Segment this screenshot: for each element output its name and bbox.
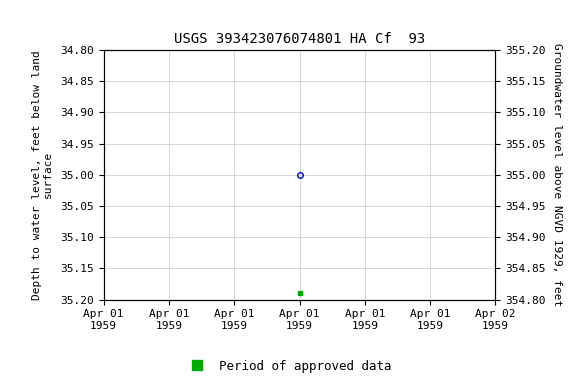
Title: USGS 393423076074801 HA Cf  93: USGS 393423076074801 HA Cf 93 — [174, 32, 425, 46]
Y-axis label: Depth to water level, feet below land
surface: Depth to water level, feet below land su… — [32, 50, 53, 300]
Y-axis label: Groundwater level above NGVD 1929, feet: Groundwater level above NGVD 1929, feet — [552, 43, 562, 306]
Legend: Period of approved data: Period of approved data — [179, 355, 397, 378]
